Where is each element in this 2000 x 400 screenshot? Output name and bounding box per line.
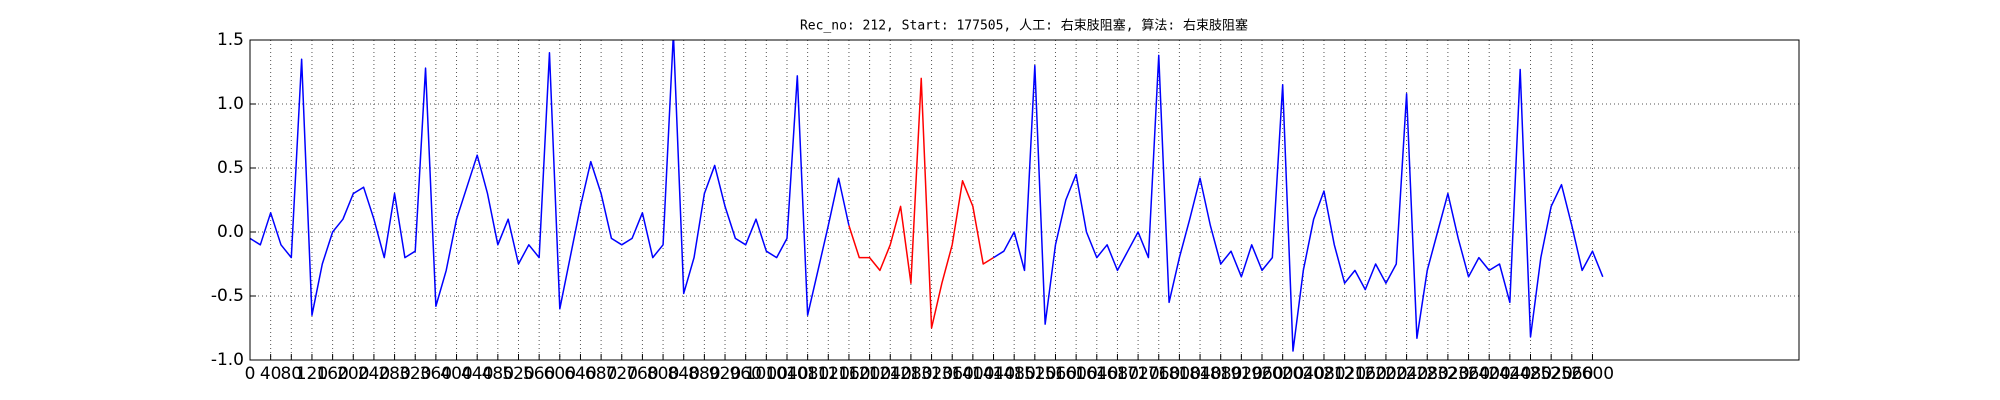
x-tick-label: 160 <box>316 364 348 384</box>
x-tick-label: 200 <box>337 364 369 384</box>
ecg-line <box>848 77 994 329</box>
x-tick-label: 320 <box>399 364 431 384</box>
x-tick-label: 40 <box>260 364 282 384</box>
x-tick-label: 760 <box>626 364 658 384</box>
x-tick-label: 880 <box>688 364 720 384</box>
x-tick-label: 1400 <box>951 364 994 384</box>
x-tick-label: 1960 <box>1240 364 1283 384</box>
x-tick-label: 2160 <box>1344 364 1387 384</box>
x-tick-label: 2280 <box>1406 364 1449 384</box>
x-tick-label: 1760 <box>1137 364 1180 384</box>
x-tick-label: 2440 <box>1488 364 1531 384</box>
y-tick-label: 1.5 <box>217 30 244 50</box>
x-tick-label: 2240 <box>1385 364 1428 384</box>
x-tick-label: 640 <box>564 364 596 384</box>
x-tick-label: 560 <box>523 364 555 384</box>
y-tick-label: 0.5 <box>217 158 244 178</box>
x-tick-label: 920 <box>709 364 741 384</box>
x-tick-label: 960 <box>729 364 761 384</box>
grid <box>249 39 1799 361</box>
x-tick-label: 1560 <box>1034 364 1077 384</box>
x-tick-label: 1080 <box>786 364 829 384</box>
x-tick-label: 280 <box>378 364 410 384</box>
x-tick-label: 600 <box>544 364 576 384</box>
x-tick-label: 80 <box>280 364 302 384</box>
x-tick-label: 2600 <box>1571 364 1614 384</box>
x-tick-label: 360 <box>420 364 452 384</box>
x-tick-label: 2480 <box>1509 364 1552 384</box>
x-tick-label: 2560 <box>1550 364 1593 384</box>
x-tick-label: 1520 <box>1013 364 1056 384</box>
x-tick-label: 2520 <box>1530 364 1573 384</box>
x-tick-label: 840 <box>667 364 699 384</box>
y-tick-label: 1.0 <box>217 94 244 114</box>
y-tick-label: -0.5 <box>211 286 244 306</box>
x-tick-label: 1320 <box>910 364 953 384</box>
x-tick-label: 1160 <box>827 364 870 384</box>
x-tick-label: 1480 <box>993 364 1036 384</box>
x-tick-label: 2200 <box>1364 364 1407 384</box>
x-tick-label: 1360 <box>931 364 974 384</box>
x-tick-label: 520 <box>502 364 534 384</box>
x-tick-label: 2000 <box>1261 364 1304 384</box>
x-tick-label: 1600 <box>1055 364 1098 384</box>
x-tick-label: 0 <box>245 364 256 384</box>
x-tick-label: 1280 <box>889 364 932 384</box>
x-tick-label: 2120 <box>1323 364 1366 384</box>
x-tick-label: 1040 <box>765 364 808 384</box>
x-tick-label: 120 <box>296 364 328 384</box>
x-tick-label: 1880 <box>1199 364 1242 384</box>
x-tick-label: 720 <box>606 364 638 384</box>
x-tick-label: 1840 <box>1178 364 1221 384</box>
x-tick-label: 680 <box>585 364 617 384</box>
y-tick-label: -1.0 <box>211 350 244 370</box>
x-tick-label: 2400 <box>1468 364 1511 384</box>
x-tick-label: 1120 <box>807 364 850 384</box>
x-tick-label: 1920 <box>1220 364 1263 384</box>
x-tick-label: 1800 <box>1158 364 1201 384</box>
x-tick-label: 440 <box>461 364 493 384</box>
x-tick-label: 2040 <box>1282 364 1325 384</box>
x-tick-label: 1000 <box>745 364 788 384</box>
x-tick-label: 1680 <box>1096 364 1139 384</box>
x-tick-label: 1720 <box>1116 364 1159 384</box>
x-tick-label: 2080 <box>1302 364 1345 384</box>
x-tick-label: 1640 <box>1075 364 1118 384</box>
y-tick-label: 0.0 <box>217 222 244 242</box>
ecg-line <box>250 40 1604 352</box>
x-tick-label: 1240 <box>869 364 912 384</box>
x-tick-label: 2360 <box>1447 364 1490 384</box>
chart-title: Rec_no: 212, Start: 177505, 人工: 右束肢阻塞, 算… <box>800 18 1248 34</box>
x-tick-label: 1200 <box>848 364 891 384</box>
plot-area <box>250 40 1604 352</box>
x-tick-label: 480 <box>482 364 514 384</box>
x-tick-label: 1440 <box>972 364 1015 384</box>
x-tick-label: 800 <box>647 364 679 384</box>
x-tick-label: 240 <box>358 364 390 384</box>
x-tick-label: 2320 <box>1426 364 1469 384</box>
x-tick-label: 400 <box>440 364 472 384</box>
plot-frame <box>249 39 1800 361</box>
